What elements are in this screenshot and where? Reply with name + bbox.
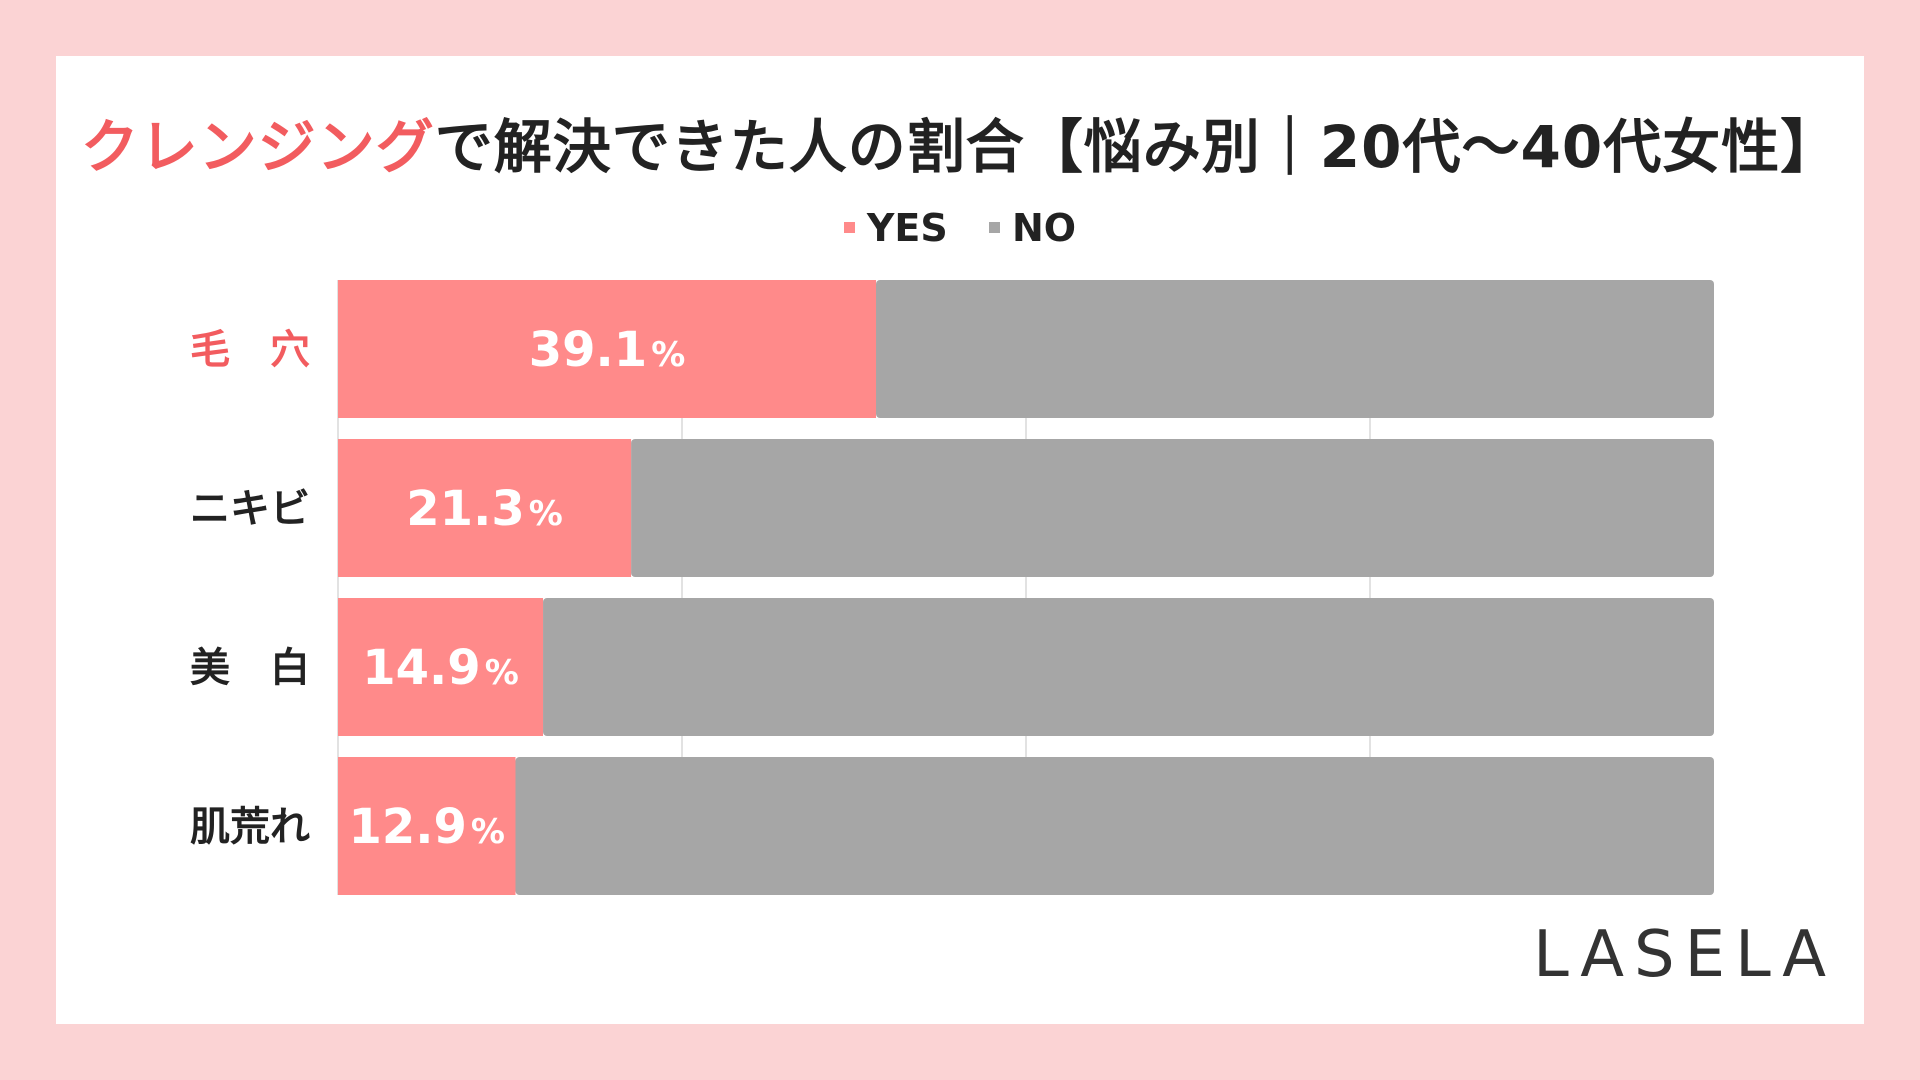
legend-swatch-no [988, 222, 1000, 233]
value-unit: % [529, 494, 563, 534]
value-number: 14.9 [362, 640, 480, 696]
bar-yes [338, 757, 516, 895]
bar-no [515, 757, 1714, 895]
legend-label-yes: YES [866, 206, 948, 250]
value-label: 21.3% [406, 481, 563, 537]
chart-title-highlight: クレンジング [80, 113, 435, 181]
category-label: 美 白 [190, 645, 310, 691]
value-number: 12.9 [348, 799, 466, 855]
category-label: 肌荒れ [190, 804, 310, 850]
value-number: 21.3 [406, 481, 524, 537]
bar-yes [338, 439, 632, 577]
bar-no [876, 280, 1714, 418]
chart-title-rest: で解決できた人の割合【悩み別｜20代〜40代女性】 [434, 113, 1840, 181]
legend-label-no: NO [1011, 206, 1077, 250]
value-label: 39.1% [529, 322, 686, 378]
value-unit: % [651, 335, 685, 375]
value-unit: % [485, 653, 519, 693]
bar-no [543, 598, 1715, 736]
brand-logo: LASELA [1533, 918, 1836, 992]
legend-item-no: NO [988, 206, 1077, 250]
category-label: ニキビ [190, 486, 310, 532]
chart-title: クレンジングで解決できた人の割合【悩み別｜20代〜40代女性】 [0, 100, 1920, 184]
value-label: 14.9% [362, 640, 519, 696]
value-number: 39.1 [529, 322, 647, 378]
category-label: 毛 穴 [190, 327, 310, 373]
chart-legend: YES NO [0, 206, 1920, 250]
bar-yes [338, 280, 877, 418]
legend-item-yes: YES [843, 206, 948, 250]
value-unit: % [471, 812, 505, 852]
legend-swatch-yes [843, 222, 855, 233]
bar-no [631, 439, 1714, 577]
value-label: 12.9% [348, 799, 505, 855]
bar-yes [338, 598, 544, 736]
